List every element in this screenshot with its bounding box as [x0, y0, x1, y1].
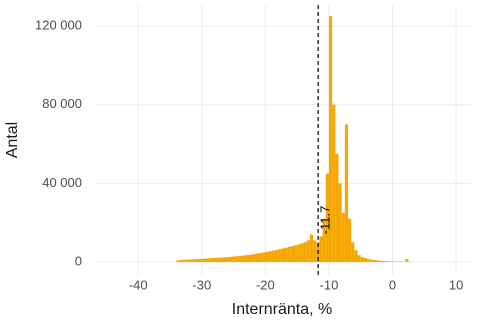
bar — [328, 16, 333, 263]
bar — [236, 256, 240, 263]
bar — [268, 251, 272, 263]
bar — [271, 250, 275, 263]
bar — [313, 240, 317, 263]
x-tick-label: -10 — [320, 277, 339, 292]
bar — [325, 173, 329, 263]
bar — [376, 260, 380, 263]
bar — [303, 242, 307, 263]
x-tick-label: -20 — [256, 277, 275, 292]
bar — [373, 260, 377, 263]
bar — [287, 246, 291, 263]
bar — [220, 257, 225, 263]
bar — [405, 259, 409, 263]
bar — [214, 257, 218, 263]
bar — [360, 257, 364, 263]
reference-label: -11.7 — [318, 206, 333, 235]
bar — [274, 250, 279, 263]
bar — [389, 261, 393, 263]
bar — [392, 261, 396, 263]
bar — [379, 260, 383, 263]
bar — [224, 257, 228, 263]
bar — [300, 243, 304, 263]
x-tick-label: -40 — [129, 277, 148, 292]
bar — [217, 257, 221, 263]
bar — [227, 257, 231, 263]
bar — [204, 258, 209, 263]
bar — [370, 259, 374, 263]
bar — [354, 250, 358, 263]
bar — [344, 124, 349, 263]
bar — [284, 247, 288, 263]
x-tick-label: 0 — [389, 277, 396, 292]
bar — [265, 251, 269, 263]
bar — [182, 259, 186, 263]
bar — [319, 236, 323, 263]
bar — [309, 234, 314, 263]
bar — [262, 252, 266, 263]
bar — [351, 242, 355, 263]
bar — [252, 254, 256, 263]
bar — [332, 104, 336, 263]
bar — [382, 261, 387, 263]
bar — [297, 244, 301, 263]
bar — [259, 252, 263, 263]
bar — [195, 259, 199, 263]
bar — [306, 240, 310, 263]
bar — [341, 212, 345, 263]
bar — [322, 218, 326, 263]
bar — [192, 259, 196, 263]
bar — [255, 253, 260, 263]
bar — [201, 258, 205, 263]
x-tick-label: -30 — [192, 277, 211, 292]
bar — [293, 245, 298, 263]
y-axis-title: Antal — [4, 122, 21, 158]
y-tick-label: 0 — [75, 253, 82, 268]
bar — [198, 258, 202, 263]
bar — [246, 254, 250, 263]
bar — [278, 249, 282, 263]
bar — [185, 259, 190, 263]
bar — [249, 254, 253, 263]
y-tick-label: 80 000 — [42, 96, 82, 111]
bar — [211, 258, 215, 263]
bar — [290, 246, 294, 263]
bar — [179, 260, 183, 263]
bar — [367, 259, 371, 263]
x-tick-label: 10 — [449, 277, 463, 292]
bar — [176, 260, 180, 263]
bar — [208, 258, 212, 263]
bar — [357, 255, 361, 263]
bar — [230, 256, 234, 263]
bar — [386, 261, 390, 263]
bar — [363, 258, 368, 263]
bar — [243, 255, 247, 263]
x-axis-title: Internränta, % — [232, 301, 333, 318]
bar — [335, 153, 339, 263]
y-tick-label: 40 000 — [42, 175, 82, 190]
bar — [189, 259, 193, 263]
bar — [348, 218, 352, 263]
bar — [281, 248, 285, 263]
bar — [233, 256, 237, 263]
bar — [239, 255, 244, 263]
y-tick-label: 120 000 — [35, 17, 82, 32]
bar — [338, 183, 342, 263]
